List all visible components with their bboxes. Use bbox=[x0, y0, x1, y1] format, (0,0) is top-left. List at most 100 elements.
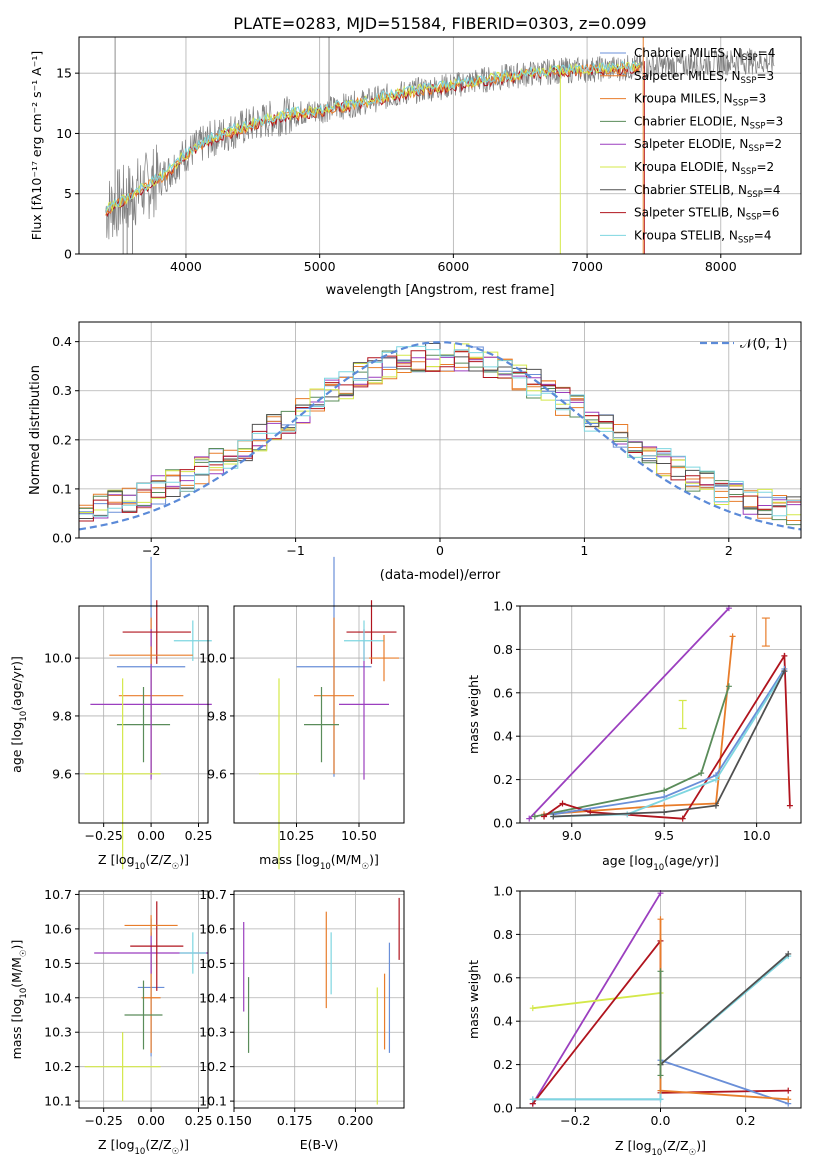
y-tick-label: 10.5 bbox=[199, 956, 227, 971]
y-tick-label: 0.1 bbox=[52, 481, 72, 496]
model-spectrum bbox=[105, 62, 641, 218]
weight_vs_age-xlabel-sub: 10 bbox=[653, 863, 664, 873]
weight-marker bbox=[526, 815, 533, 822]
legend-value: =3 bbox=[749, 92, 767, 106]
age_vs_mass-points bbox=[259, 556, 399, 870]
weight-marker bbox=[657, 1072, 664, 1079]
mass_vs_Z-ylabel: mass [log10(M/M☉)] bbox=[9, 940, 29, 1060]
weight-marker bbox=[725, 683, 732, 690]
weight-marker bbox=[550, 813, 557, 820]
x-tick-label: −1 bbox=[286, 543, 304, 558]
x-tick-label: 0.175 bbox=[277, 1113, 313, 1128]
weight-marker bbox=[657, 1096, 664, 1103]
y-tick-label: 10.3 bbox=[199, 1025, 227, 1040]
mass_vs_Z-points bbox=[84, 901, 208, 1102]
legend-text: Chabrier STELIB, N bbox=[634, 183, 747, 197]
y-tick-label: 0.2 bbox=[52, 432, 72, 447]
x-tick-label: 0.00 bbox=[137, 828, 165, 843]
weight-marker bbox=[529, 1096, 536, 1103]
legend-sub: SSP bbox=[742, 53, 758, 63]
x-tick-label: 0 bbox=[436, 543, 444, 558]
weight-marker bbox=[541, 813, 548, 820]
y-tick-label: 0.0 bbox=[493, 816, 513, 831]
normal-curve bbox=[78, 341, 802, 531]
legend-entry: Salpeter STELIB, NSSP=6 bbox=[634, 206, 779, 223]
frame-weight_vs_Z: −0.2 0.0 0.2 0.0 0.2 0.4 0.6 0.8 1.0 bbox=[493, 884, 802, 1128]
x-tick-label: 10.0 bbox=[743, 828, 771, 843]
y-tick-label: 0.0 bbox=[493, 1101, 513, 1116]
residuals-legend: 𝒩(0, 1) bbox=[700, 337, 787, 352]
legend-sub: SSP bbox=[741, 167, 757, 177]
y-tick-label: 0.0 bbox=[52, 531, 72, 546]
weight-marker bbox=[679, 815, 686, 822]
x-tick-label: 0.0 bbox=[651, 1113, 671, 1128]
axes-frame bbox=[233, 605, 405, 824]
weight-point bbox=[761, 617, 770, 647]
mass_vs_Z-ylabel-part: (M/M bbox=[9, 957, 24, 988]
mass_vs_Z-ylabel-sub: 10 bbox=[19, 988, 29, 999]
legend-entry: Kroupa ELODIE, NSSP=2 bbox=[634, 160, 774, 177]
legend-text: Kroupa STELIB, N bbox=[634, 228, 738, 242]
weight-marker bbox=[785, 1087, 792, 1094]
weight_vs_Z-xlabel-part: (Z/Z bbox=[662, 1138, 688, 1153]
y-tick-label: 5 bbox=[64, 186, 72, 201]
weight-marker bbox=[661, 787, 668, 794]
figure-title: PLATE=0283, MJD=51584, FIBERID=0303, z=0… bbox=[233, 14, 646, 33]
weight-marker bbox=[531, 813, 538, 820]
x-tick-label: 0.150 bbox=[216, 1113, 252, 1128]
x-tick-label: 0.25 bbox=[185, 828, 213, 843]
residual-histogram bbox=[79, 345, 801, 517]
legend-sub: SSP bbox=[746, 213, 762, 223]
y-tick-label: 1.0 bbox=[493, 884, 513, 899]
weight_vs_age-xlabel-part: age [log bbox=[602, 853, 653, 868]
x-tick-label: 0.2 bbox=[736, 1113, 756, 1128]
weight-marker bbox=[657, 916, 664, 923]
age_vs_mass-xlabel-part: )] bbox=[369, 852, 379, 867]
weight-series bbox=[543, 636, 734, 816]
weight-series bbox=[534, 686, 730, 818]
age_vs_Z-xlabel: Z [log10(Z/Z☉)] bbox=[98, 852, 189, 872]
mass_vs_EBV-points bbox=[243, 897, 400, 1105]
y-tick-label: 10 bbox=[56, 126, 72, 141]
mass_vs_Z-xlabel-part: (Z/Z bbox=[145, 1137, 171, 1152]
residual-histogram bbox=[79, 350, 801, 522]
legend-entry: Kroupa MILES, NSSP=3 bbox=[634, 92, 766, 109]
x-tick-label: 2 bbox=[725, 543, 733, 558]
weight-series bbox=[528, 607, 730, 820]
weight-series bbox=[532, 892, 662, 1105]
weight-point bbox=[678, 699, 687, 730]
legend-value: =6 bbox=[762, 206, 780, 220]
mass_vs_EBV-xlabel: E(B-V) bbox=[300, 1137, 339, 1152]
mass_vs_Z-xlabel-sub: 10 bbox=[135, 1147, 146, 1157]
y-tick-label: 0.4 bbox=[493, 729, 513, 744]
weight-marker bbox=[657, 1087, 664, 1094]
residuals-ylabel: Normed distribution bbox=[28, 365, 43, 495]
x-tick-label: 0.25 bbox=[185, 1113, 213, 1128]
weight-marker bbox=[729, 633, 736, 640]
y-tick-label: 10.7 bbox=[44, 887, 72, 902]
legend-text: Salpeter MILES, N bbox=[634, 69, 741, 83]
legend-text: Kroupa MILES, N bbox=[634, 92, 733, 106]
mass_vs_Z-ylabel-sub: ☉ bbox=[19, 949, 29, 957]
weight-series bbox=[532, 992, 661, 1010]
y-tick-label: 10.2 bbox=[44, 1059, 72, 1074]
x-tick-label: 9.0 bbox=[562, 828, 582, 843]
weight-marker bbox=[559, 800, 566, 807]
y-tick-label: 9.8 bbox=[207, 708, 227, 723]
weight_vs_Z-ylabel: mass weight bbox=[466, 960, 481, 1039]
weight-marker bbox=[785, 950, 792, 957]
legend-text: Chabrier MILES, N bbox=[634, 46, 742, 60]
axes-frame bbox=[78, 605, 209, 824]
mass_vs_Z-ylabel-part: mass [log bbox=[9, 999, 24, 1060]
weight_vs_age-xlabel: age [log10(age/yr)] bbox=[602, 853, 719, 873]
legend-sub: SSP bbox=[748, 144, 764, 154]
frame-age_vs_mass: 10.25 10.50 9.6 9.8 10.0 bbox=[199, 605, 405, 843]
y-tick-label: 15 bbox=[56, 66, 72, 81]
weight_vs_Z-xlabel-part: Z [log bbox=[615, 1138, 651, 1153]
y-tick-label: 10.4 bbox=[44, 990, 72, 1005]
x-tick-label: 8000 bbox=[705, 259, 737, 274]
weight-marker bbox=[529, 1005, 536, 1012]
x-tick-label: −0.25 bbox=[85, 828, 123, 843]
mass_vs_Z-ylabel-part: )] bbox=[9, 940, 24, 950]
